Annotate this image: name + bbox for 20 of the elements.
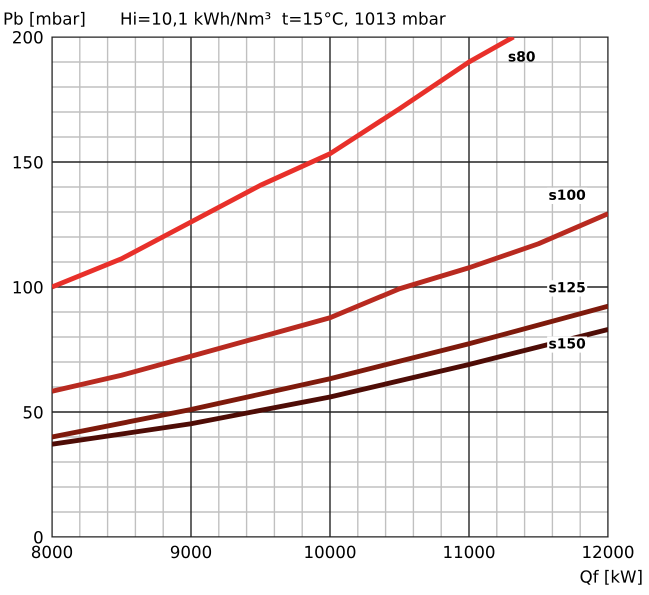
y-tick-label: 0 xyxy=(34,530,43,544)
series-label: s150 xyxy=(549,338,586,349)
y-tick-label: 200 xyxy=(13,30,43,44)
series-label: s100 xyxy=(549,189,586,200)
series-label: s125 xyxy=(549,282,585,292)
y-axis-title: Pb [mbar] xyxy=(4,12,84,27)
x-tick-label: 9000 xyxy=(170,546,212,558)
chart-title: Hi=10,1 kWh/Nm³ t=15°C, 1013 mbar xyxy=(122,12,446,27)
x-tick-label: 12000 xyxy=(583,546,634,558)
x-tick-label: 10000 xyxy=(305,546,356,558)
line-series xyxy=(52,304,608,440)
y-tick-label: 50 xyxy=(24,406,43,419)
line-series xyxy=(52,327,608,447)
series-label: s80 xyxy=(508,51,535,62)
x-tick-label: 11000 xyxy=(444,546,494,558)
line-series xyxy=(52,211,608,394)
y-tick-label: 100 xyxy=(14,280,43,294)
x-tick-label: 8000 xyxy=(32,546,72,558)
y-tick-label: 150 xyxy=(14,156,43,169)
x-axis-title: Qf [kW] xyxy=(580,570,642,585)
